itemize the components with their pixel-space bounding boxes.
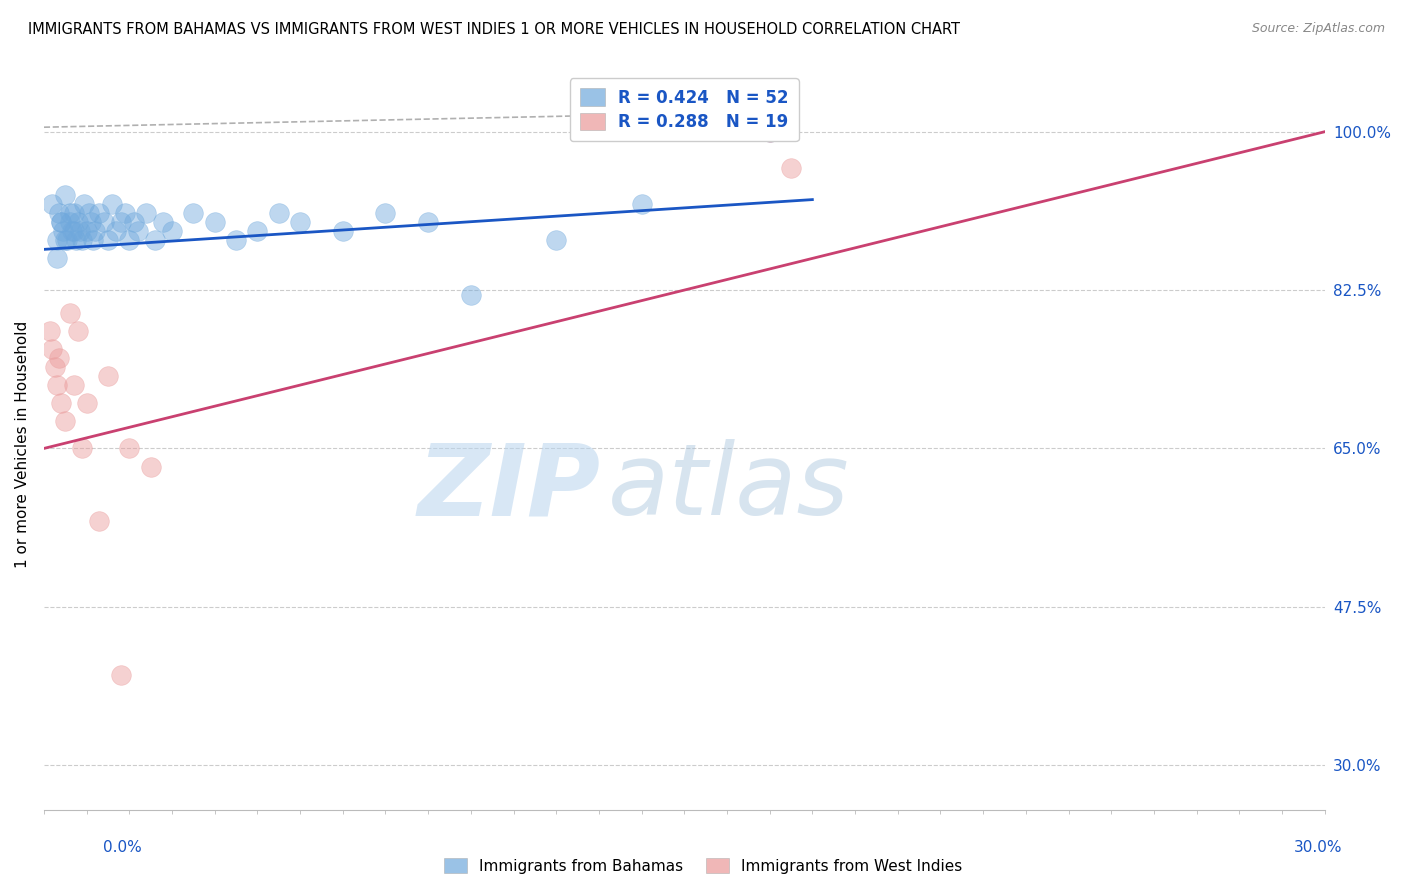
Point [49, 396, 72, 410]
Point [546, 233, 568, 247]
Point [82, 233, 104, 247]
Point [204, 215, 226, 229]
Point [332, 224, 354, 238]
Text: 30.0%: 30.0% [1295, 840, 1343, 855]
Point [758, 125, 780, 139]
Point [76, 396, 98, 410]
Point [53, 414, 76, 428]
Point [84, 224, 107, 238]
Point [72, 233, 94, 247]
Point [246, 224, 269, 238]
Point [72, 442, 94, 456]
Point [67, 324, 90, 338]
Point [62, 206, 84, 220]
Point [118, 442, 141, 456]
Text: IMMIGRANTS FROM BAHAMAS VS IMMIGRANTS FROM WEST INDIES 1 OR MORE VEHICLES IN HOU: IMMIGRANTS FROM BAHAMAS VS IMMIGRANTS FR… [28, 22, 960, 37]
Point [45, 378, 67, 392]
Point [225, 233, 247, 247]
Point [139, 459, 162, 474]
Point [56, 233, 79, 247]
Point [97, 233, 120, 247]
Point [181, 206, 204, 220]
Point [110, 215, 132, 229]
Text: 0.0%: 0.0% [103, 840, 142, 855]
Point [374, 206, 396, 220]
Point [73, 197, 96, 211]
Point [114, 206, 136, 220]
Point [758, 125, 780, 139]
Point [416, 215, 439, 229]
Point [48, 351, 70, 365]
Point [630, 197, 652, 211]
Point [49, 215, 72, 229]
Point [80, 215, 103, 229]
Point [127, 224, 149, 238]
Point [143, 233, 166, 247]
Point [110, 667, 132, 681]
Point [67, 215, 90, 229]
Point [41, 197, 63, 211]
Point [93, 215, 115, 229]
Point [58, 215, 80, 229]
Point [89, 206, 111, 220]
Legend: Immigrants from Bahamas, Immigrants from West Indies: Immigrants from Bahamas, Immigrants from… [437, 852, 969, 880]
Text: ZIP: ZIP [418, 440, 600, 536]
Point [65, 233, 87, 247]
Point [58, 206, 80, 220]
Point [45, 233, 67, 247]
Point [49, 215, 72, 229]
Point [135, 206, 157, 220]
Point [53, 188, 76, 202]
Point [39, 324, 62, 338]
Point [77, 206, 100, 220]
Text: atlas: atlas [607, 440, 849, 536]
Point [41, 342, 63, 356]
Point [48, 206, 70, 220]
Point [45, 252, 67, 266]
Point [69, 224, 91, 238]
Point [288, 215, 311, 229]
Y-axis label: 1 or more Vehicles in Household: 1 or more Vehicles in Household [15, 320, 30, 567]
Text: Source: ZipAtlas.com: Source: ZipAtlas.com [1251, 22, 1385, 36]
Point [105, 224, 128, 238]
Point [97, 369, 120, 384]
Point [60, 224, 83, 238]
Point [62, 224, 84, 238]
Point [101, 197, 124, 211]
Point [58, 306, 80, 320]
Point [53, 233, 76, 247]
Point [160, 224, 183, 238]
Point [152, 215, 174, 229]
Point [89, 514, 111, 528]
Point [780, 161, 803, 175]
Point [118, 233, 141, 247]
Point [267, 206, 290, 220]
Point [76, 224, 98, 238]
Point [62, 378, 84, 392]
Point [52, 224, 75, 238]
Point [122, 215, 145, 229]
Legend: R = 0.424   N = 52, R = 0.288   N = 19: R = 0.424 N = 52, R = 0.288 N = 19 [569, 78, 799, 142]
Point [460, 287, 482, 301]
Point [44, 359, 66, 374]
